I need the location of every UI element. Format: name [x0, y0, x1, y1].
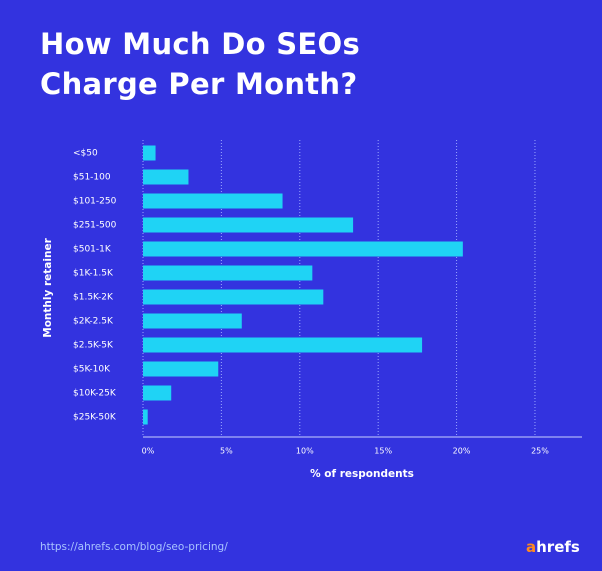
y-tick-label: $25K-50K: [73, 413, 117, 423]
bar: [143, 265, 313, 281]
x-axis-label: % of respondents: [310, 468, 414, 480]
source-url[interactable]: https://ahrefs.com/blog/seo-pricing/: [40, 541, 228, 553]
y-tick-label: $10K-25K: [73, 389, 117, 399]
bar: [143, 145, 156, 161]
y-tick-label: $101-250: [73, 197, 117, 207]
x-tick-label: 25%: [531, 447, 549, 456]
y-tick-label: $501-1K: [73, 245, 112, 255]
x-tick-label: 20%: [453, 447, 471, 456]
brand-logo: ahrefs: [526, 538, 580, 556]
bar: [143, 409, 148, 425]
x-tick-label: 0%: [142, 447, 155, 456]
bar: [143, 385, 172, 401]
bar: [143, 193, 283, 209]
bar: [143, 217, 354, 233]
y-tick-label: $251-500: [73, 221, 117, 231]
y-tick-label: $5K-10K: [73, 365, 111, 375]
bar: [143, 337, 423, 353]
x-tick-label: 10%: [296, 447, 314, 456]
y-tick-label: $2K-2.5K: [73, 317, 114, 327]
bar: [143, 289, 324, 305]
bar: [143, 361, 219, 377]
y-tick-label: $1.5K-2K: [73, 293, 114, 303]
bar: [143, 313, 242, 329]
chart-title: How Much Do SEOs Charge Per Month?: [40, 27, 361, 101]
x-tick-label: 15%: [374, 447, 392, 456]
y-tick-label: $2.5K-5K: [73, 341, 114, 351]
y-tick-label: $51-100: [73, 173, 111, 183]
y-axis-label: Monthly retainer: [42, 237, 54, 337]
y-tick-label: <$50: [73, 149, 98, 159]
x-tick-label: 5%: [220, 447, 233, 456]
bar: [143, 241, 463, 257]
y-tick-label: $1K-1.5K: [73, 269, 114, 279]
bar: [143, 169, 189, 185]
